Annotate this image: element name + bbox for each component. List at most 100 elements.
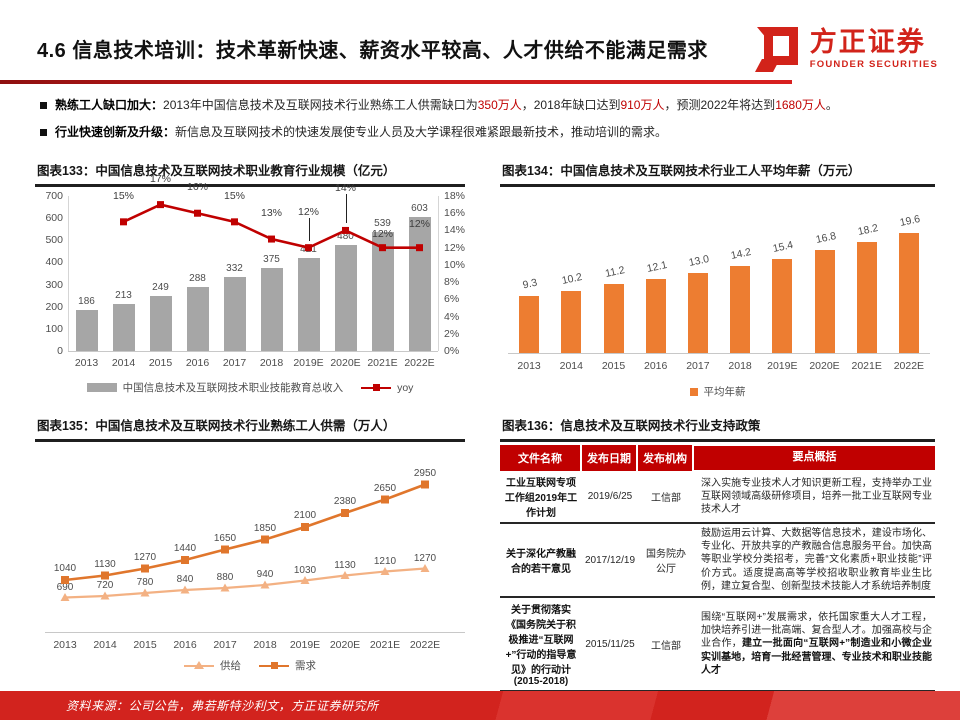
policy-summary-text: 围绕“互联网+”发展需求，依托国家重大人才工程，加快培养引进一批高端、复合型人才… [701,612,932,650]
revenue-bar [371,231,394,351]
demand-point-label: 2950 [413,467,437,479]
policy-name-cell: 工业互联网专项工作组2019年工作计划 [504,478,578,519]
figure-134-title: 图表134：中国信息技术及互联网技术行业工人平均年薪（万元） [502,164,861,178]
bar-value-label: 213 [115,289,132,301]
x-axis-label: 2022E [893,360,925,372]
footer-band: 资料来源：公司公告，弗若斯特沙利文，方正证券研究所 [0,691,960,720]
yoy-point-label: 14% [334,182,356,195]
logo-notch [756,27,767,39]
figure-134-panel: 图表134：中国信息技术及互联网技术行业工人平均年薪（万元） 9.3 2013 10… [500,158,935,400]
legend-label: 平均年薪 [703,386,746,398]
bar-value-label: 10.2 [561,270,584,287]
x-axis-line [68,351,438,352]
policy-name-cell: 关于贯彻落实《国务院关于积极推进“互联网+”行动的指导意见》的行动计(2015-… [505,605,577,688]
revenue-bar [260,267,283,351]
legend-label: yoy [397,381,414,394]
bullet-seg: ，2018年缺口达到 [521,98,621,112]
salary-bar [519,296,540,353]
revenue-bar [297,257,320,351]
x-axis-label: 2013 [74,357,99,369]
bar-value-label: 375 [263,253,280,265]
label-leader-line [308,217,310,241]
policy-date-cell: 2017/12/19 [584,554,636,566]
demand-point-label: 1270 [133,551,157,563]
figure-134-title-rule [500,184,935,187]
legend-label: 供给 [220,660,241,672]
orange-square-swatch-icon [689,387,698,396]
supply-point-label: 1030 [293,564,317,576]
bullet-seg: 2013年中国信息技术及互联网技术行业熟练工人供需缺口为 [163,98,478,112]
policy-table-header-cell: 发布机构 [638,445,694,471]
yoy-point-label: 12% [297,205,319,218]
policy-table-row: 关于深化产教融合的若干意见 2017/12/19 国务院办公厅 鼓励运用云计算、大数据… [500,524,935,599]
logo-cube-icon [754,24,801,72]
policy-summary-text: 鼓励运用云计算、大数据等信息技术，建设市场化、专业化、开放共享的产教融合信息服务… [701,528,932,592]
bullet-number: 910万人 [620,98,665,112]
bullet-lead: 熟练工人缺口加大： [55,98,164,112]
bar-value-label: 249 [152,281,169,293]
yoy-point-label: 15% [112,189,134,202]
figure-133-panel: 图表133：中国信息技术及互联网技术职业教育行业规模（亿元） 0 100 200 30… [35,158,465,400]
y-axis-tick-left: 600 [45,212,63,225]
x-axis-label: 2017 [686,360,710,372]
yoy-point-label: 16% [186,181,208,194]
revenue-bar [408,217,431,351]
gray-bar-swatch-icon [86,383,117,392]
revenue-bar [186,287,209,351]
x-axis-label: 2019E [289,639,321,651]
figure-133-chart: 0 100 200 300 400 500 600 700 0% 2% 4% 6% 8% 10% 12% 14… [35,158,465,400]
bullet-seg: ，预测2022年将达到 [664,98,776,112]
yoy-point-label: 13% [260,207,282,220]
policy-date-cell: 2015/11/25 [585,638,635,650]
y-axis-tick-right: 10% [444,258,466,271]
bar-value-label: 16.8 [814,230,837,247]
figure-136-title: 图表136：信息技术及互联网技术行业支持政策 [502,419,761,433]
revenue-bar [149,295,172,351]
bullet-number: 1680万人 [775,98,826,112]
demand-point-label: 1130 [94,558,116,570]
demand-point-label: 1040 [53,563,77,574]
figure-133-title: 图表133：中国信息技术及互联网技术职业教育行业规模（亿元） [37,164,396,178]
bullet-square-icon [40,129,47,136]
bar-value-label: 332 [226,263,243,275]
revenue-bar [75,309,98,351]
supply-point-label: 1130 [334,559,356,571]
y-axis-tick-left: 300 [45,278,63,291]
figure-135-chart: 1040 1130 1270 1440 1650 1850 2100 2380 2650 2950… [35,413,465,677]
logo-name-cn: 方正证券 [809,26,926,57]
x-axis-label: 2015 [148,357,173,369]
bar-value-label: 186 [78,295,95,307]
figure-135-legend: 供给 需求 [35,658,465,673]
policy-table-header-cell: 文件名称 [500,445,582,471]
policy-table-header-cell: 发布日期 [582,445,638,471]
y-axis-tick-left: 0 [57,345,63,357]
supply-line-swatch-icon [184,661,214,670]
supply-point-label: 880 [216,572,234,583]
policy-summary-bold-text: 建立一批面向“互联网+”制造业和小微企业实训基地，培育一批经营管理、专业技术和职… [701,638,932,676]
bar-value-label: 19.6 [898,213,922,230]
salary-bar [814,250,835,353]
x-axis-label: 2018 [259,357,284,369]
y-axis-tick-right: 16% [444,207,466,220]
policy-org-cell: 工信部 [651,640,681,652]
y-axis-tick-right: 2% [444,327,460,340]
supply-point-label: 1210 [373,555,397,567]
supply-point-label: 690 [56,581,74,593]
supply-point-label: 780 [136,577,154,588]
salary-bar [898,233,919,353]
bar-value-label: 539 [374,217,391,229]
demand-point-label: 2650 [373,482,397,494]
bar-value-label: 9.3 [521,276,539,292]
legend-label: 中国信息技术及互联网技术职业技能教育总收入 [122,382,344,394]
legend-label: 需求 [295,660,316,672]
page-title: 4.6 信息技术培训：技术革新快速、薪资水平较高、人才供给不能满足需求 [37,40,708,62]
figure-135-title: 图表135：中国信息技术及互联网技术行业熟练工人供需（万人） [37,419,396,433]
bar-value-label: 18.2 [856,221,879,238]
bar-value-label: 288 [189,273,206,285]
salary-bar [730,266,751,353]
source-note: 资料来源：公司公告，弗若斯特沙利文，方正证券研究所 [66,699,379,713]
logo-ring [763,27,798,65]
y-axis-tick-right: 0% [444,345,460,357]
yoy-point-label: 15% [223,189,245,202]
